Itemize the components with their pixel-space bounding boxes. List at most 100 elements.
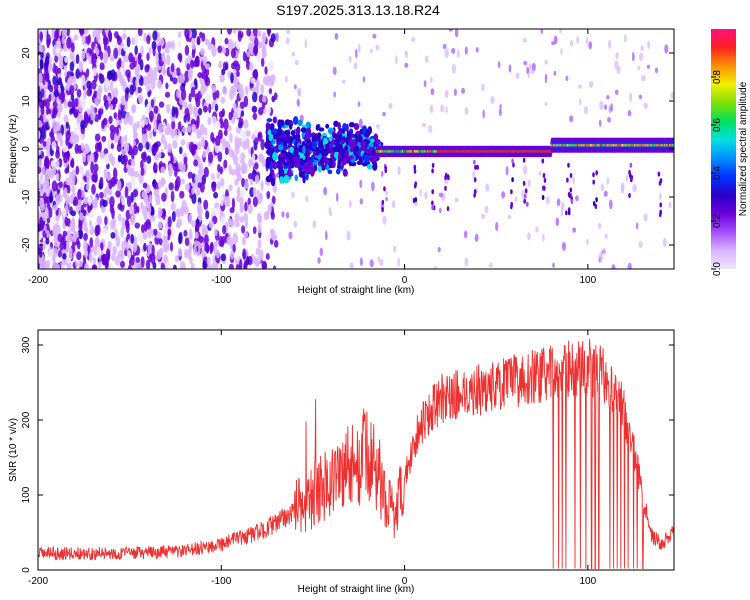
- spectrogram-cell: [110, 232, 116, 239]
- spectrogram-cell: [61, 257, 66, 266]
- spectrogram-cell: [136, 205, 140, 214]
- spectrogram-cell: [38, 180, 41, 189]
- spectrogram-cell: [201, 70, 206, 80]
- spectrogram-cell: [261, 45, 266, 58]
- spectrogram-cell: [257, 223, 262, 234]
- spectrogram-cell: [153, 120, 157, 133]
- spectrogram-cell: [246, 29, 252, 37]
- spectrogram-cell: [270, 211, 275, 220]
- spectrogram-cell: [153, 163, 158, 174]
- spectrogram-cell: [158, 101, 165, 108]
- spectrogram-cell: [568, 193, 572, 199]
- spectrogram-cell: [81, 150, 87, 163]
- spectrogram-cell: [58, 101, 62, 113]
- spectrogram-cell: [193, 240, 199, 248]
- spectrogram-cell: [569, 115, 574, 123]
- colorbar-tick-label: 0.2: [712, 214, 723, 228]
- spectrogram-cell: [91, 79, 97, 90]
- spectrogram-cell: [163, 139, 168, 151]
- spectrogram-cell: [110, 219, 116, 231]
- spectrogram-cell: [52, 247, 59, 258]
- spectrogram-cell: [137, 29, 143, 37]
- spectrogram-x-ticks: -200 -100 0 100: [28, 29, 597, 286]
- spectrogram-cell: [333, 151, 339, 159]
- spectrogram-cell: [322, 153, 327, 159]
- spectrogram-cell: [313, 160, 318, 167]
- spectrogram-cell: [228, 184, 233, 192]
- spectrogram-cell: [188, 228, 193, 239]
- spectrogram-cell: [48, 63, 54, 71]
- spectrogram-cell: [107, 137, 112, 150]
- spectrogram-cell: [78, 219, 83, 231]
- spectrogram-cell: [202, 260, 207, 269]
- spectrogram-cell: [440, 104, 445, 113]
- spectrogram-cell: [45, 185, 51, 198]
- spectrogram-cell: [224, 147, 229, 156]
- spectrogram-cell: [319, 247, 324, 257]
- spectrogram-cell: [240, 152, 246, 160]
- spectrogram-cell: [268, 172, 273, 182]
- spectrogram-cell: [157, 207, 163, 217]
- spectrogram-cell: [476, 164, 479, 170]
- spectrogram-cell: [117, 249, 123, 260]
- spectrogram-cell: [578, 98, 582, 106]
- spectrogram-cell: [283, 175, 290, 184]
- spectrogram-cell: [177, 247, 183, 257]
- spectrogram-cell: [203, 199, 209, 211]
- spectrogram-cell: [65, 121, 70, 129]
- spectrogram-cell: [103, 36, 107, 46]
- snr-x-label: Height of straight line (km): [298, 584, 415, 595]
- spectrogram-cell: [230, 62, 237, 70]
- spectrogram-cell: [482, 109, 485, 119]
- spectrogram-cell: [55, 193, 61, 206]
- spectrogram-cell: [99, 152, 106, 159]
- spectrogram-cell: [604, 233, 608, 239]
- spectrogram-cell: [131, 37, 135, 46]
- spectrogram-cell: [629, 162, 633, 168]
- spectrogram-cell: [153, 182, 160, 191]
- spectrogram-cell: [63, 98, 68, 109]
- spectrogram-cell: [237, 107, 241, 119]
- spectrogram-cell: [490, 96, 495, 104]
- spectrogram-cell: [193, 78, 198, 86]
- spectrogram-cell: [57, 233, 63, 243]
- spectrogram-cell: [541, 158, 545, 164]
- spectrogram-cell: [64, 194, 71, 206]
- spectrogram-cell: [220, 253, 226, 262]
- spectrogram-cell: [276, 161, 282, 169]
- spectrogram-cell: [442, 43, 447, 50]
- spectrogram-cell: [335, 192, 339, 202]
- spectrogram-cell: [264, 140, 271, 150]
- spectrogram-cell: [251, 133, 256, 141]
- spectrogram-cell: [247, 42, 254, 52]
- spectrogram-cell: [67, 142, 72, 150]
- spectrogram-cell: [69, 84, 75, 96]
- spectrogram-cell: [379, 258, 384, 267]
- spectrogram-cell: [556, 198, 561, 207]
- spectrogram-cell: [226, 236, 232, 246]
- spectrogram-cell: [85, 52, 90, 60]
- spectrogram-cell: [190, 86, 196, 98]
- spectrogram-cell: [46, 158, 50, 170]
- spectrogram-cell: [93, 163, 99, 173]
- spectrogram-cell: [208, 103, 212, 114]
- spectrogram-cell: [171, 106, 176, 118]
- spectrogram-cell: [180, 88, 187, 101]
- spectrogram-cell: [52, 75, 57, 86]
- spectrogram-cell: [600, 183, 604, 192]
- spectrogram-cell: [254, 174, 260, 185]
- spectrogram-cell: [431, 189, 435, 195]
- spectrogram-cell: [288, 231, 293, 240]
- spectrogram-cell: [207, 41, 212, 51]
- snr-x-ticks: -200 -100 0 100: [28, 330, 597, 587]
- spectrogram-cell: [127, 166, 133, 176]
- spectrogram-cell: [160, 166, 166, 174]
- spectrogram-cell: [382, 215, 387, 225]
- spectrogram-cell: [376, 123, 380, 129]
- spectrogram-cell: [230, 48, 236, 59]
- spectrogram-cell: [523, 198, 526, 204]
- spectrogram-cell: [70, 42, 75, 53]
- spectrogram-cell: [179, 190, 185, 199]
- spectrogram-cell: [610, 103, 613, 112]
- spectrogram-cell: [104, 78, 110, 89]
